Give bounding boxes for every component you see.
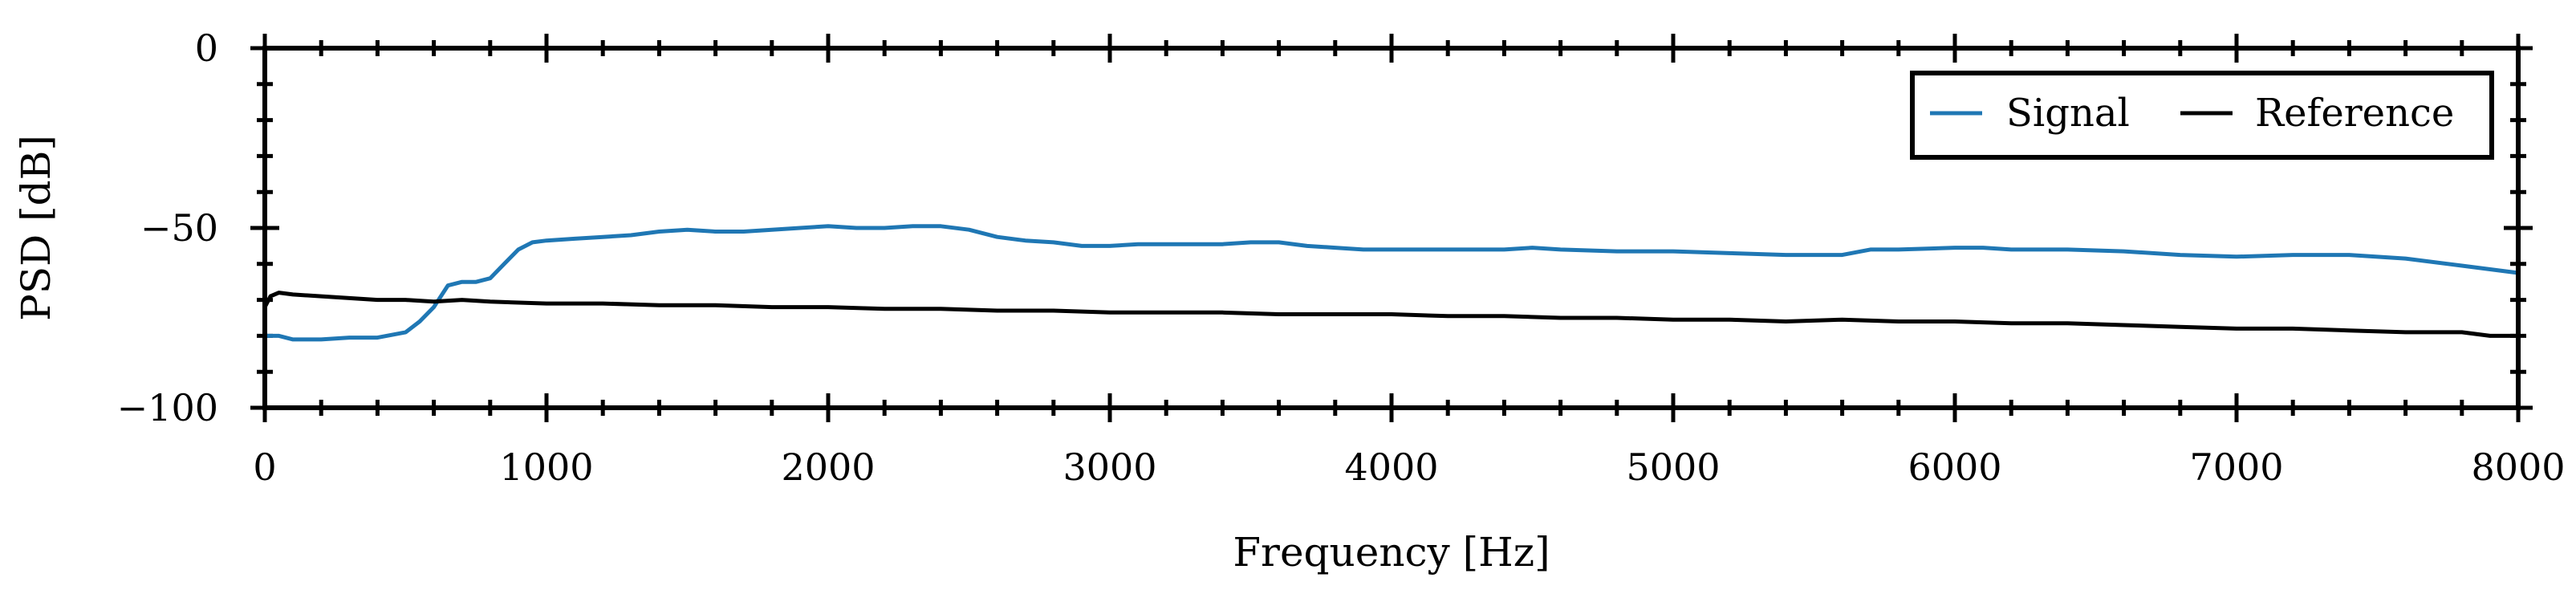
series-line-signal bbox=[262, 224, 2521, 342]
y-tick-label: −100 bbox=[117, 386, 218, 429]
x-axis-title: Frequency [Hz] bbox=[1233, 529, 1550, 576]
x-tick-label: 6000 bbox=[1908, 445, 2001, 489]
series-layer bbox=[262, 224, 2521, 342]
x-tick-label: 8000 bbox=[2471, 445, 2565, 489]
x-tick-label: 3000 bbox=[1062, 445, 1156, 489]
legend-label-signal: Signal bbox=[2006, 91, 2130, 136]
x-tick-label: 7000 bbox=[2189, 445, 2283, 489]
legend: Signal Reference bbox=[1910, 71, 2494, 160]
y-axis-title: PSD [dB] bbox=[13, 135, 59, 321]
x-tick-label: 2000 bbox=[781, 445, 875, 489]
legend-label-reference: Reference bbox=[2255, 91, 2454, 136]
legend-box bbox=[1910, 71, 2494, 160]
y-tick-label: −50 bbox=[140, 206, 218, 250]
x-tick-label: 0 bbox=[253, 445, 276, 489]
series-line-reference bbox=[262, 291, 2521, 338]
x-tick-label: 4000 bbox=[1344, 445, 1438, 489]
x-tick-label: 1000 bbox=[499, 445, 593, 489]
y-tick-label: 0 bbox=[195, 26, 218, 70]
x-tick-label: 5000 bbox=[1626, 445, 1720, 489]
plot-frame bbox=[262, 46, 2521, 410]
tick-labels: 0 1000 2000 3000 4000 5000 6000 7000 8000 0 −50 −10… bbox=[117, 26, 2566, 489]
